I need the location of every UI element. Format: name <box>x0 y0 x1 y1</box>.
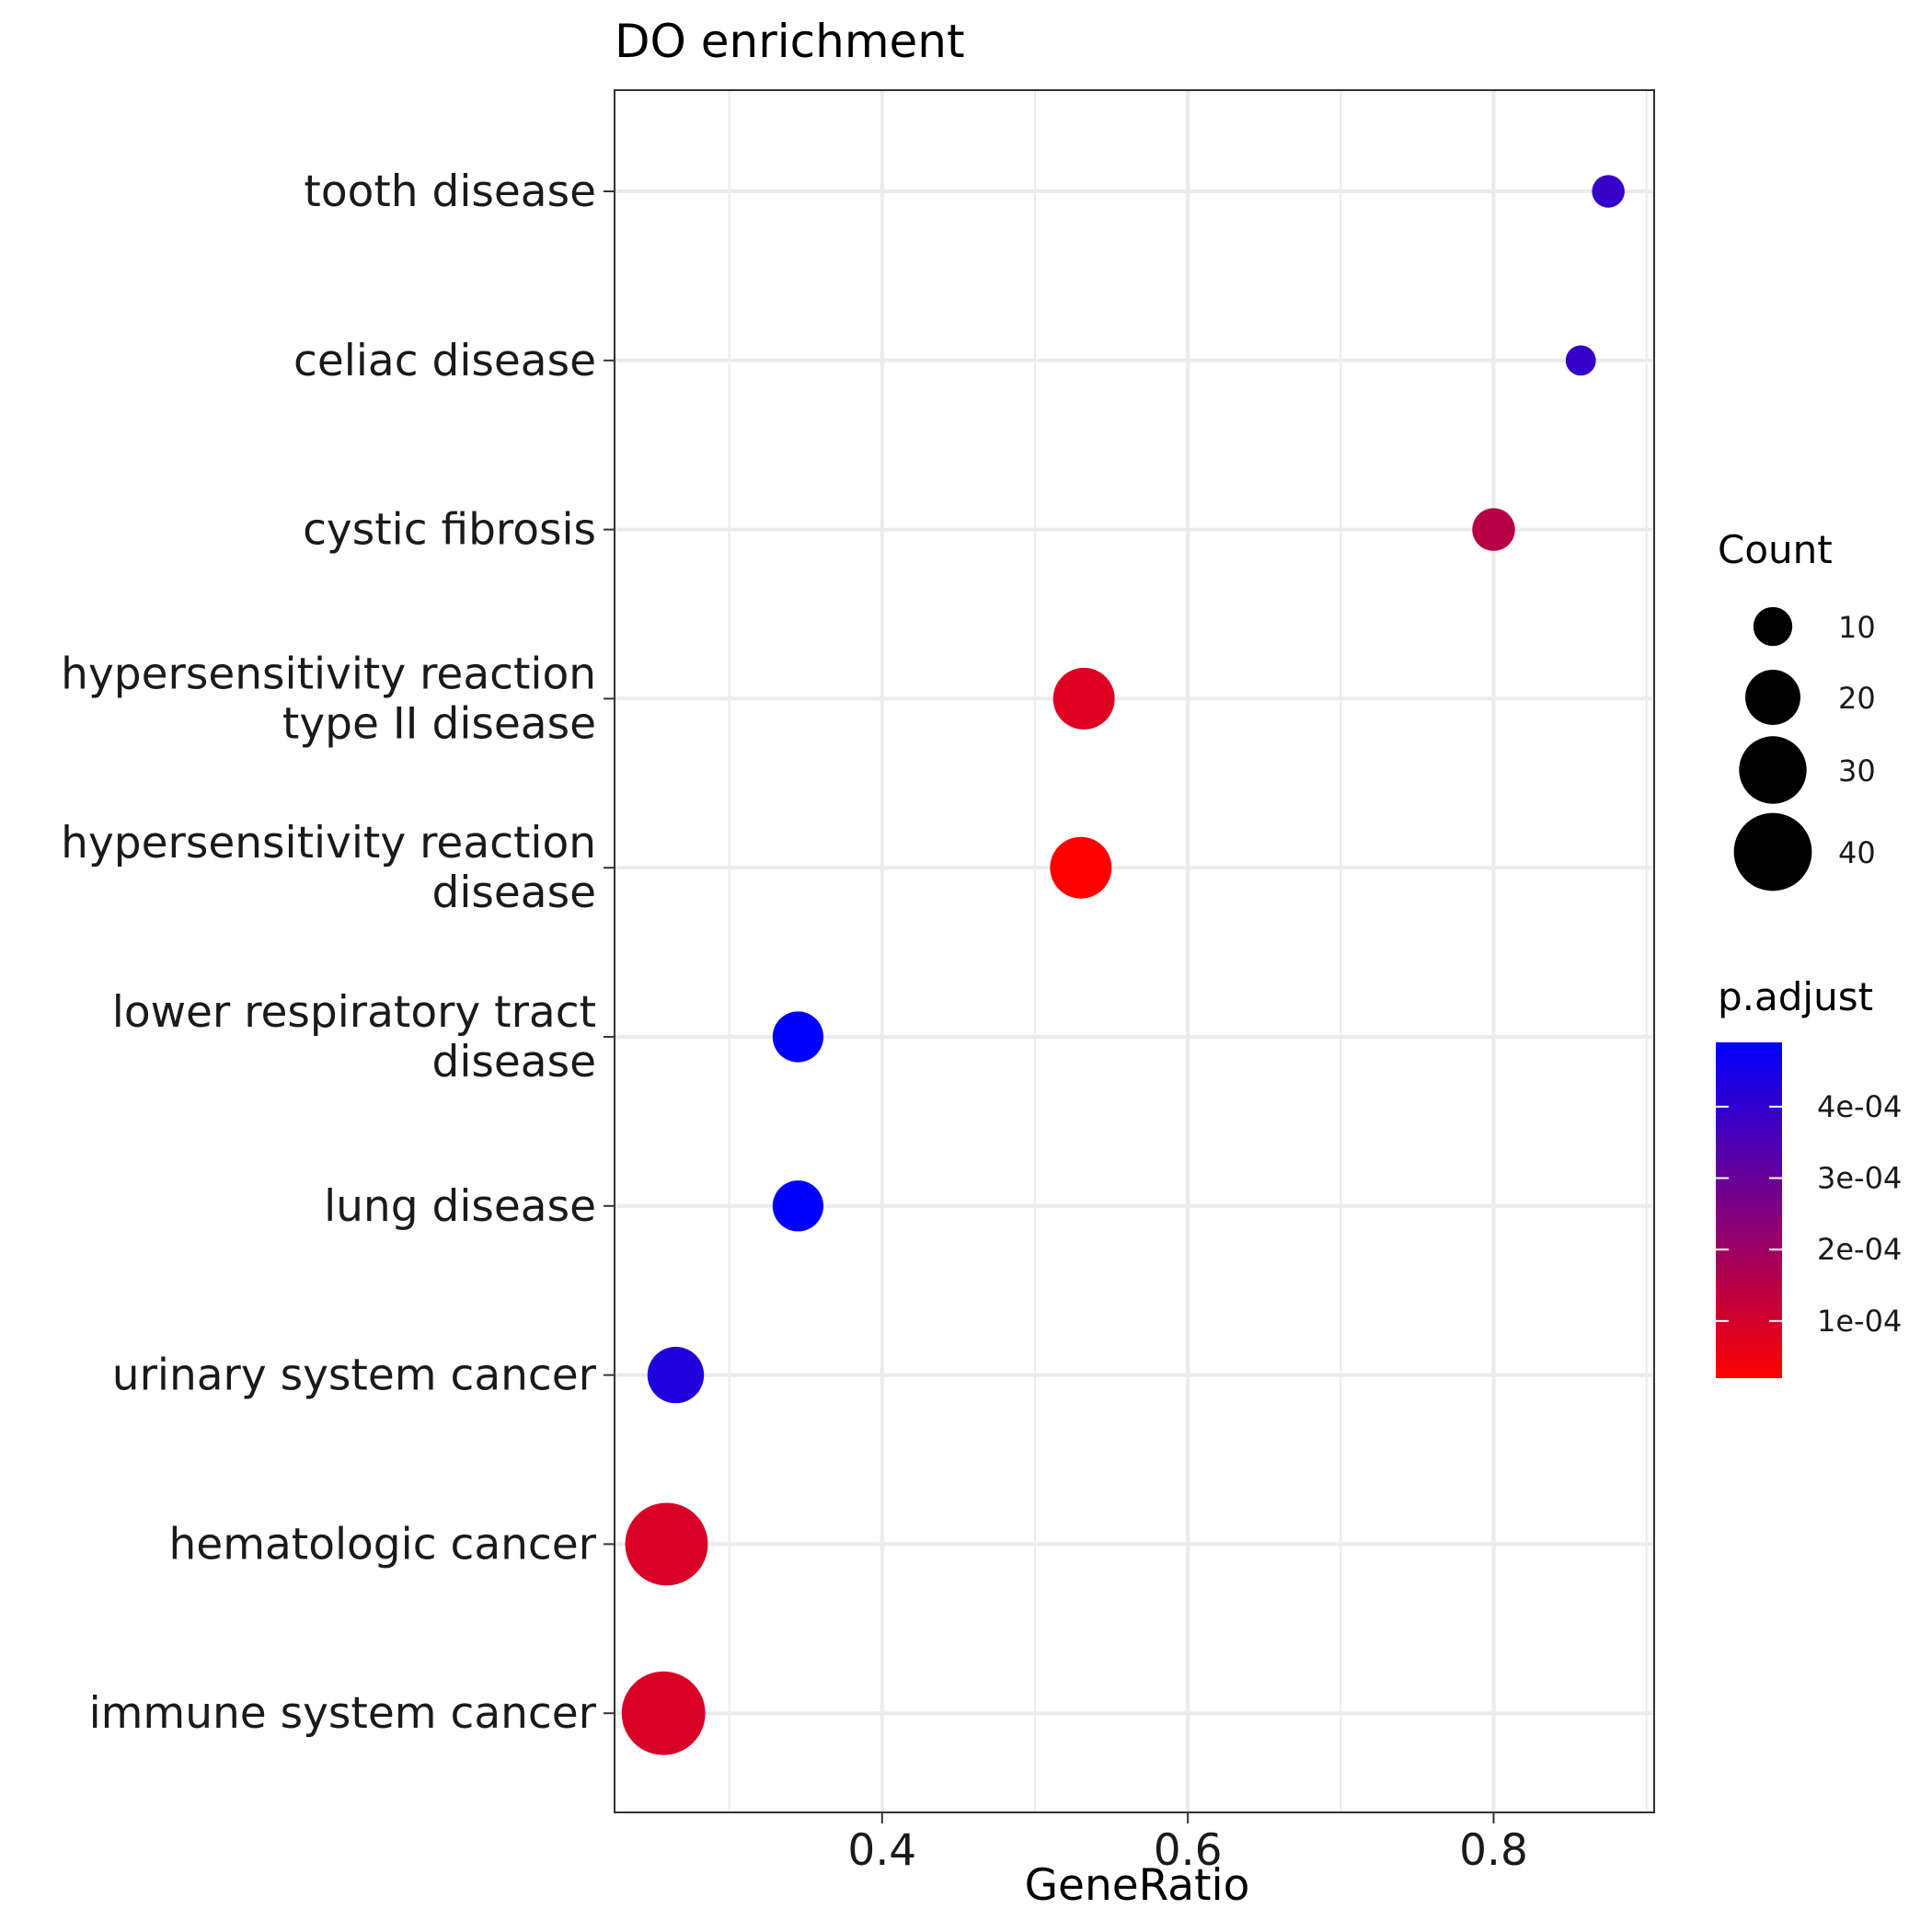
color-bar-label-3: 4e-04 <box>1817 1089 1902 1124</box>
y-tick-label-5: lower respiratory tract disease <box>112 987 596 1087</box>
size-legend-key-1 <box>1745 670 1800 725</box>
data-point-5 <box>772 1011 824 1063</box>
y-tick-label-line: hypersensitivity reaction <box>61 649 596 699</box>
size-legend-key-2 <box>1739 736 1807 804</box>
data-point-4 <box>1050 836 1112 899</box>
color-legend-title: p.adjust <box>1718 974 1873 1019</box>
color-bar-label-1: 2e-04 <box>1817 1232 1902 1267</box>
color-bar-label-0: 1e-04 <box>1817 1304 1902 1339</box>
size-legend-key-0 <box>1753 606 1793 647</box>
y-tick-label-line: disease <box>432 868 597 918</box>
y-tick-label-line: cystic fibrosis <box>303 505 596 556</box>
data-point-0 <box>1592 175 1625 208</box>
color-bar <box>1716 1042 1782 1378</box>
y-tick-label-line: hematologic cancer <box>169 1519 597 1570</box>
data-point-9 <box>621 1671 706 1755</box>
y-tick-label-line: disease <box>432 1037 597 1087</box>
y-tick-label-line: tooth disease <box>304 167 596 217</box>
x-axis-label: GeneRatio <box>1025 1860 1250 1911</box>
y-tick-label-line: type II disease <box>282 698 596 749</box>
y-tick-label-3: hypersensitivity reaction type II disease <box>61 649 596 749</box>
y-tick-label-line: lung disease <box>324 1181 596 1232</box>
y-tick-label-line: lower respiratory tract <box>112 987 596 1038</box>
y-tick-label-line: urinary system cancer <box>112 1351 597 1401</box>
data-point-6 <box>772 1180 824 1232</box>
data-point-3 <box>1052 667 1115 730</box>
size-legend-label-2: 30 <box>1838 753 1876 788</box>
y-tick-label-4: hypersensitivity reaction disease <box>61 818 596 918</box>
size-legend-key-3 <box>1733 812 1812 891</box>
data-point-2 <box>1472 508 1515 551</box>
chart-title: DO enrichment <box>615 15 965 68</box>
data-point-8 <box>625 1502 708 1586</box>
color-bar-label-2: 3e-04 <box>1817 1161 1902 1196</box>
x-tick-label-1: 0.6 <box>1154 1825 1223 1876</box>
data-point-1 <box>1565 345 1596 376</box>
y-tick-label-1: celiac disease <box>293 336 596 386</box>
y-tick-label-2: cystic fibrosis <box>303 505 596 556</box>
y-tick-label-8: hematologic cancer <box>169 1519 597 1570</box>
size-legend-label-3: 40 <box>1838 835 1876 870</box>
x-tick-label-0: 0.4 <box>847 1825 916 1876</box>
size-legend-label-0: 10 <box>1838 610 1876 645</box>
y-tick-label-line: immune system cancer <box>89 1688 597 1739</box>
size-legend-label-1: 20 <box>1838 681 1876 716</box>
y-tick-label-line: celiac disease <box>293 336 596 386</box>
y-tick-label-line: hypersensitivity reaction <box>61 818 596 868</box>
data-point-7 <box>647 1346 705 1404</box>
y-tick-label-6: lung disease <box>324 1181 596 1232</box>
x-tick-label-2: 0.8 <box>1459 1825 1528 1876</box>
y-tick-label-7: urinary system cancer <box>112 1351 597 1401</box>
y-tick-label-9: immune system cancer <box>89 1688 597 1739</box>
y-tick-label-0: tooth disease <box>304 167 596 217</box>
size-legend-title: Count <box>1718 527 1833 572</box>
panel-border <box>614 89 1655 1813</box>
